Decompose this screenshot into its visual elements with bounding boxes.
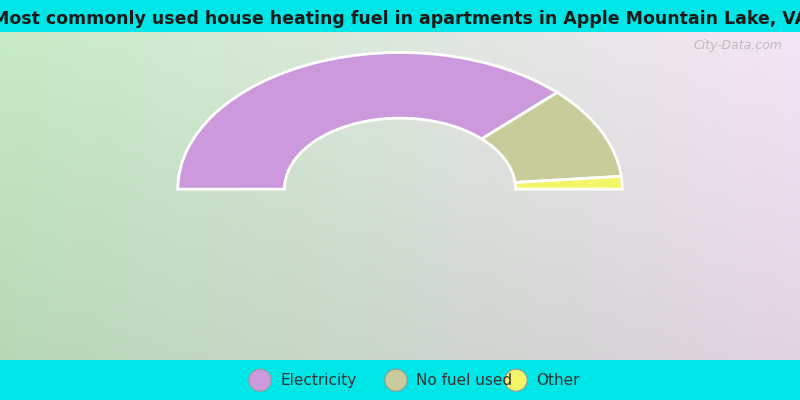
Text: Electricity: Electricity (280, 373, 356, 388)
Wedge shape (515, 176, 622, 189)
Text: Other: Other (536, 373, 579, 388)
Text: Most commonly used house heating fuel in apartments in Apple Mountain Lake, VA: Most commonly used house heating fuel in… (0, 10, 800, 28)
Ellipse shape (505, 369, 527, 391)
Wedge shape (482, 92, 622, 182)
Text: City-Data.com: City-Data.com (694, 39, 782, 52)
Ellipse shape (249, 369, 271, 391)
Ellipse shape (385, 369, 407, 391)
Text: No fuel used: No fuel used (416, 373, 512, 388)
Wedge shape (178, 52, 557, 189)
